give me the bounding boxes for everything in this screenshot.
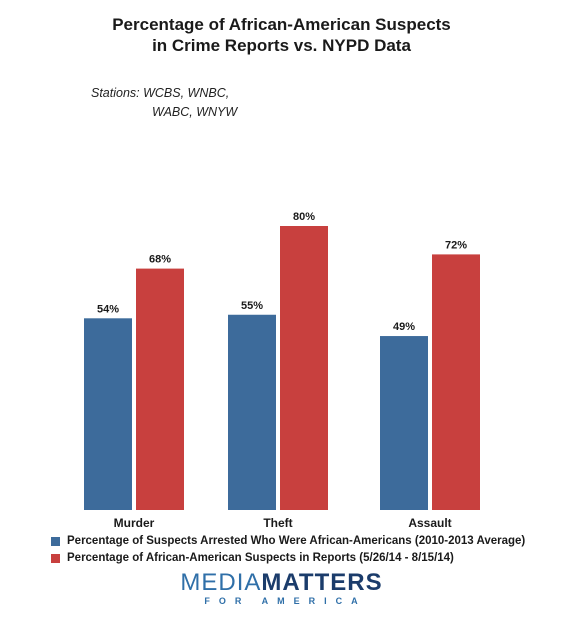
data-label-assault-series-2: 72% [445,239,467,251]
media-matters-logo: MEDIAMATTERS FOR AMERICA [0,569,563,607]
legend-item-reports: Percentage of African-American Suspects … [51,550,525,567]
data-label-theft-series-1: 55% [241,300,263,312]
bar-theft-series-1 [228,314,276,510]
legend-label-arrested: Percentage of Suspects Arrested Who Were… [67,535,526,547]
logo-media: MEDIA [180,569,262,596]
legend-swatch-red [51,554,60,563]
legend-swatch-blue [51,537,60,546]
stations-line-1: Stations: WCBS, WNBC, [91,86,230,100]
x-tick-theft: Theft [263,516,292,530]
stations-line-2: WABC, WNYW [152,105,238,119]
chart-title-line-1: Percentage of African-American Suspects [112,15,451,34]
bar-murder-series-2 [136,268,184,510]
data-label-murder-series-2: 68% [149,254,171,266]
x-tick-murder: Murder [114,516,155,530]
logo-matters: MATTERS [261,569,383,596]
logo-for-america: FOR AMERICA [204,596,367,606]
data-label-theft-series-2: 80% [293,211,315,223]
bar-theft-series-2 [280,226,328,510]
chart-title-line-2: in Crime Reports vs. NYPD Data [152,36,411,55]
legend-label-reports: Percentage of African-American Suspects … [67,552,454,564]
data-label-murder-series-1: 54% [97,303,119,315]
stations-annotation: Stations: WCBS, WNBC, WABC, WNYW [91,84,237,122]
bar-assault-series-2 [432,254,480,510]
data-label-assault-series-1: 49% [393,321,415,333]
legend: Percentage of Suspects Arrested Who Were… [51,533,525,567]
bar-murder-series-1 [84,318,132,510]
legend-item-arrested: Percentage of Suspects Arrested Who Were… [51,533,525,550]
bar-assault-series-1 [380,336,428,510]
x-tick-assault: Assault [408,516,451,530]
